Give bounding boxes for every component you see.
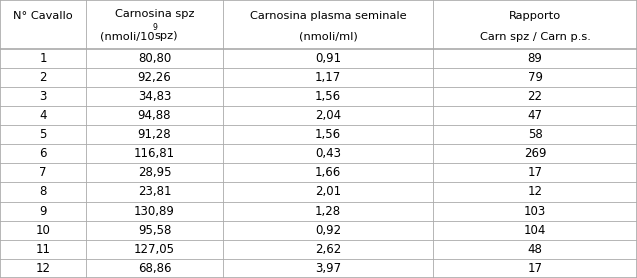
Text: 8: 8 xyxy=(39,185,47,198)
Text: 17: 17 xyxy=(527,262,543,275)
Text: 48: 48 xyxy=(527,243,543,256)
Text: Rapporto: Rapporto xyxy=(509,11,561,21)
Text: Carn spz / Carn p.s.: Carn spz / Carn p.s. xyxy=(480,32,590,42)
Text: 1: 1 xyxy=(39,52,47,65)
Text: 10: 10 xyxy=(36,224,50,237)
Text: 127,05: 127,05 xyxy=(134,243,175,256)
Text: 1,66: 1,66 xyxy=(315,166,341,179)
Text: 2,01: 2,01 xyxy=(315,185,341,198)
Text: 103: 103 xyxy=(524,205,546,218)
Text: 92,26: 92,26 xyxy=(138,71,171,84)
Text: 2,62: 2,62 xyxy=(315,243,341,256)
Text: spz): spz) xyxy=(155,31,178,41)
Text: 2: 2 xyxy=(39,71,47,84)
Text: 0,43: 0,43 xyxy=(315,147,341,160)
Text: 89: 89 xyxy=(527,52,543,65)
Text: 9: 9 xyxy=(39,205,47,218)
Text: 116,81: 116,81 xyxy=(134,147,175,160)
Text: 5: 5 xyxy=(39,128,47,141)
Text: 9: 9 xyxy=(152,23,157,32)
Text: Carnosina plasma seminale: Carnosina plasma seminale xyxy=(250,11,406,21)
Text: Carnosina spz: Carnosina spz xyxy=(115,9,194,19)
Text: 1,56: 1,56 xyxy=(315,128,341,141)
Text: N° Cavallo: N° Cavallo xyxy=(13,11,73,21)
Text: (nmoli/10: (nmoli/10 xyxy=(100,31,155,41)
Text: 17: 17 xyxy=(527,166,543,179)
Text: 4: 4 xyxy=(39,109,47,122)
Text: 47: 47 xyxy=(527,109,543,122)
Text: 58: 58 xyxy=(527,128,543,141)
Text: 1,17: 1,17 xyxy=(315,71,341,84)
Text: (nmoli/ml): (nmoli/ml) xyxy=(299,32,357,42)
Text: 68,86: 68,86 xyxy=(138,262,171,275)
Text: 0,91: 0,91 xyxy=(315,52,341,65)
Text: 1,56: 1,56 xyxy=(315,90,341,103)
Text: 91,28: 91,28 xyxy=(138,128,171,141)
Text: 3,97: 3,97 xyxy=(315,262,341,275)
Text: 11: 11 xyxy=(36,243,50,256)
Text: 6: 6 xyxy=(39,147,47,160)
Text: 80,80: 80,80 xyxy=(138,52,171,65)
Text: 130,89: 130,89 xyxy=(134,205,175,218)
Text: 7: 7 xyxy=(39,166,47,179)
Text: 79: 79 xyxy=(527,71,543,84)
Text: 95,58: 95,58 xyxy=(138,224,171,237)
Text: 1,28: 1,28 xyxy=(315,205,341,218)
Text: 28,95: 28,95 xyxy=(138,166,171,179)
Text: 104: 104 xyxy=(524,224,547,237)
Text: 12: 12 xyxy=(36,262,50,275)
Text: 34,83: 34,83 xyxy=(138,90,171,103)
Text: 22: 22 xyxy=(527,90,543,103)
Text: 94,88: 94,88 xyxy=(138,109,171,122)
Text: 0,92: 0,92 xyxy=(315,224,341,237)
Text: 269: 269 xyxy=(524,147,547,160)
Text: 12: 12 xyxy=(527,185,543,198)
Text: 3: 3 xyxy=(39,90,47,103)
Text: 2,04: 2,04 xyxy=(315,109,341,122)
Text: 23,81: 23,81 xyxy=(138,185,171,198)
